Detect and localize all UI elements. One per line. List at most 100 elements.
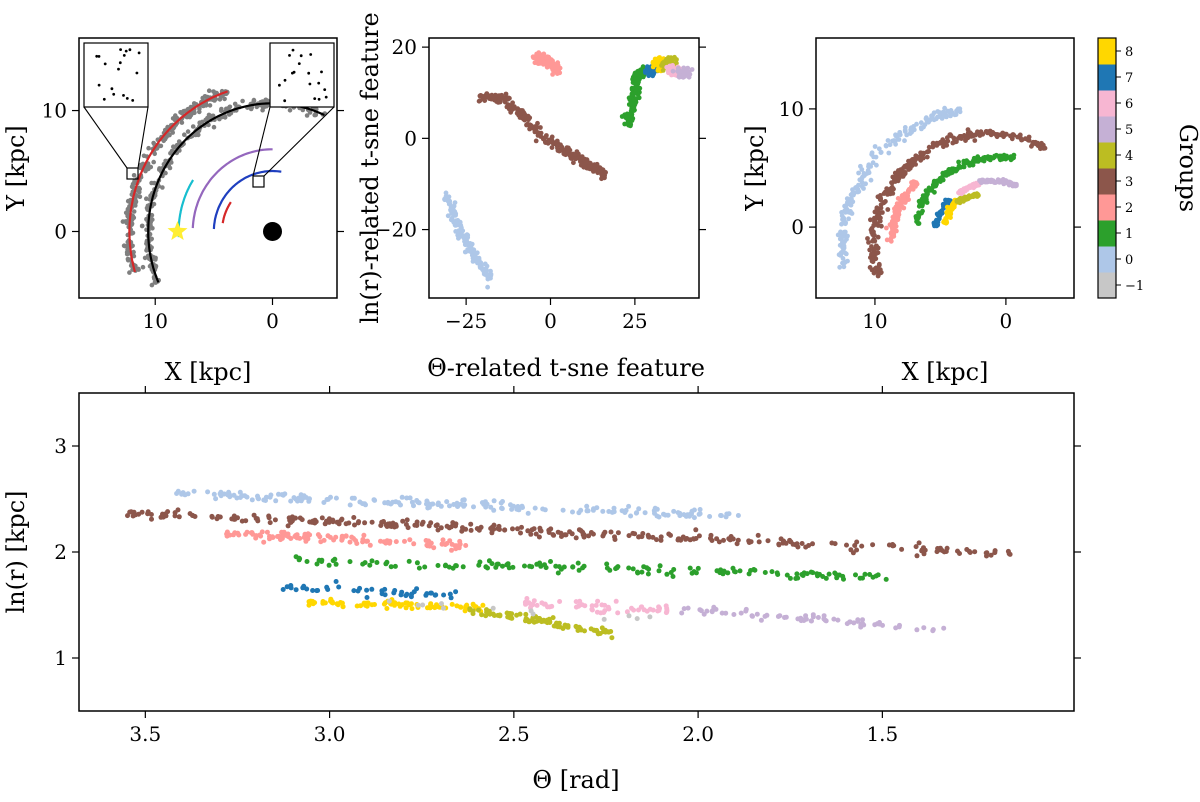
lnr-point-group-3 <box>967 550 973 555</box>
xy-point-group-2 <box>913 184 918 189</box>
lnr-point-group-0 <box>249 497 255 503</box>
lnr-point-group-0 <box>191 488 197 494</box>
lnr-point-group-0 <box>515 504 521 509</box>
lnr-point-group-4 <box>531 619 537 625</box>
lnr-point-group-0 <box>718 513 724 519</box>
lnr-point-group-6 <box>547 604 553 610</box>
lnr-point-group-8 <box>334 601 340 607</box>
lnr-point-group--1 <box>528 608 534 614</box>
lnr-point-group-8 <box>463 605 469 611</box>
tsne-point-group-0 <box>469 248 474 253</box>
lnr-point-group-0 <box>590 507 596 513</box>
lnr-point-group-1 <box>793 576 799 581</box>
lnr-point-group-1 <box>369 558 375 564</box>
lnr-point-group-0 <box>435 500 441 506</box>
xy-point-group-0 <box>866 164 871 169</box>
lnr-point-group-8 <box>358 603 364 609</box>
lnr-point-group-3 <box>646 534 652 540</box>
lnr-point-group-3 <box>562 532 568 538</box>
lnr-point-group-1 <box>820 574 826 579</box>
lnr-point-group-0 <box>697 511 703 517</box>
xy-point-group-0 <box>914 121 919 127</box>
lnr-point-group-1 <box>639 569 645 575</box>
lnr-point-group-1 <box>840 573 846 579</box>
lnr-point-group-3 <box>468 521 474 527</box>
data-point <box>146 145 151 151</box>
lnr-point-group-6 <box>528 601 534 607</box>
lnr-point-group-6 <box>589 606 595 612</box>
tsne-point-group-3 <box>529 124 534 129</box>
xy-point-group-1 <box>944 171 949 177</box>
lnr-point-group-2 <box>297 535 303 541</box>
lnr-point-group-4 <box>551 623 557 629</box>
lnr-point-group-6 <box>598 610 604 616</box>
xy-point-group-6 <box>967 184 972 190</box>
inset-point <box>103 62 107 66</box>
xy-point-group-0 <box>935 109 941 114</box>
lnr-point-group-0 <box>724 511 730 517</box>
lnr-point-group-3 <box>650 534 656 540</box>
xy-point-group-5 <box>1005 179 1011 185</box>
lnr-point-group-0 <box>280 492 286 498</box>
xy-point-group-3 <box>965 127 971 132</box>
lnr-point-group-2 <box>288 536 294 541</box>
xy-point-group-3 <box>926 149 932 154</box>
lnr-point-group-0 <box>237 489 243 495</box>
lnr-point-group-6 <box>644 608 650 614</box>
lnr-point-group-4 <box>599 625 605 631</box>
tsne-point-group-1 <box>628 101 634 107</box>
data-point <box>133 198 138 204</box>
data-point <box>120 219 126 224</box>
lnr-point-group-7 <box>411 589 417 595</box>
xy-point-group-0 <box>943 112 949 118</box>
lnr-point-group-6 <box>605 604 611 610</box>
lnr-point-group-3 <box>939 548 945 553</box>
lnr-point-group-1 <box>548 559 553 564</box>
data-point <box>124 251 130 257</box>
data-point <box>168 151 173 156</box>
data-point <box>142 255 148 261</box>
lnr-point-group-4 <box>605 629 611 635</box>
tsne-point-group-3 <box>559 144 565 150</box>
xy-point-group-1 <box>948 170 954 176</box>
lnr-point-group-2 <box>381 539 387 545</box>
lnr-point-group-1 <box>510 564 516 570</box>
lnr-point-group-1 <box>644 565 650 571</box>
xy-point-group-5 <box>989 179 995 185</box>
lnr-point-group-1 <box>769 569 775 575</box>
data-point <box>127 270 132 275</box>
x-tick-label: 3.0 <box>314 722 346 746</box>
lnr-point-group-0 <box>211 491 217 497</box>
lnr-point-group-5 <box>762 613 768 619</box>
colorbar-tick-label: 4 <box>1125 149 1133 164</box>
lnr-point-group-0 <box>532 505 538 511</box>
lnr-point-group-7 <box>301 583 307 589</box>
lnr-point-group-5 <box>914 627 920 633</box>
tsne-point-group-5 <box>677 69 683 75</box>
lnr-point-group-5 <box>815 615 821 620</box>
colorbar: −1 0 1 2 3 4 5 6 7 8 Groups <box>1097 37 1200 299</box>
lnr-point-group-6 <box>531 598 537 604</box>
lnr-point-group-1 <box>635 569 640 575</box>
xy-point-group-2 <box>890 219 896 225</box>
lnr-point-group-1 <box>867 572 873 577</box>
lnr-point-group--1 <box>415 602 421 608</box>
data-point <box>190 110 195 115</box>
panel-a-galaxy-fit: 10 0 0 10 X [kpc] Y [kpc] <box>2 37 344 386</box>
lnr-point-group-3 <box>434 522 440 528</box>
lnr-point-group-4 <box>495 612 501 618</box>
lnr-point-group-1 <box>505 561 511 567</box>
lnr-point-group-0 <box>585 508 591 514</box>
lnr-point-group-7 <box>404 591 410 597</box>
data-point <box>203 117 208 123</box>
lnr-point-group-5 <box>754 611 760 617</box>
lnr-point-group-0 <box>399 494 405 500</box>
tsne-point-group-3 <box>574 149 580 155</box>
data-point <box>144 196 149 201</box>
lnr-point-group-0 <box>656 514 662 520</box>
x-tick-label: 25 <box>622 309 647 333</box>
arc-fit-outer <box>128 90 228 273</box>
lnr-point-group-7 <box>333 579 339 584</box>
lnr-point-group-0 <box>244 494 250 500</box>
panel-a-points <box>83 42 335 288</box>
